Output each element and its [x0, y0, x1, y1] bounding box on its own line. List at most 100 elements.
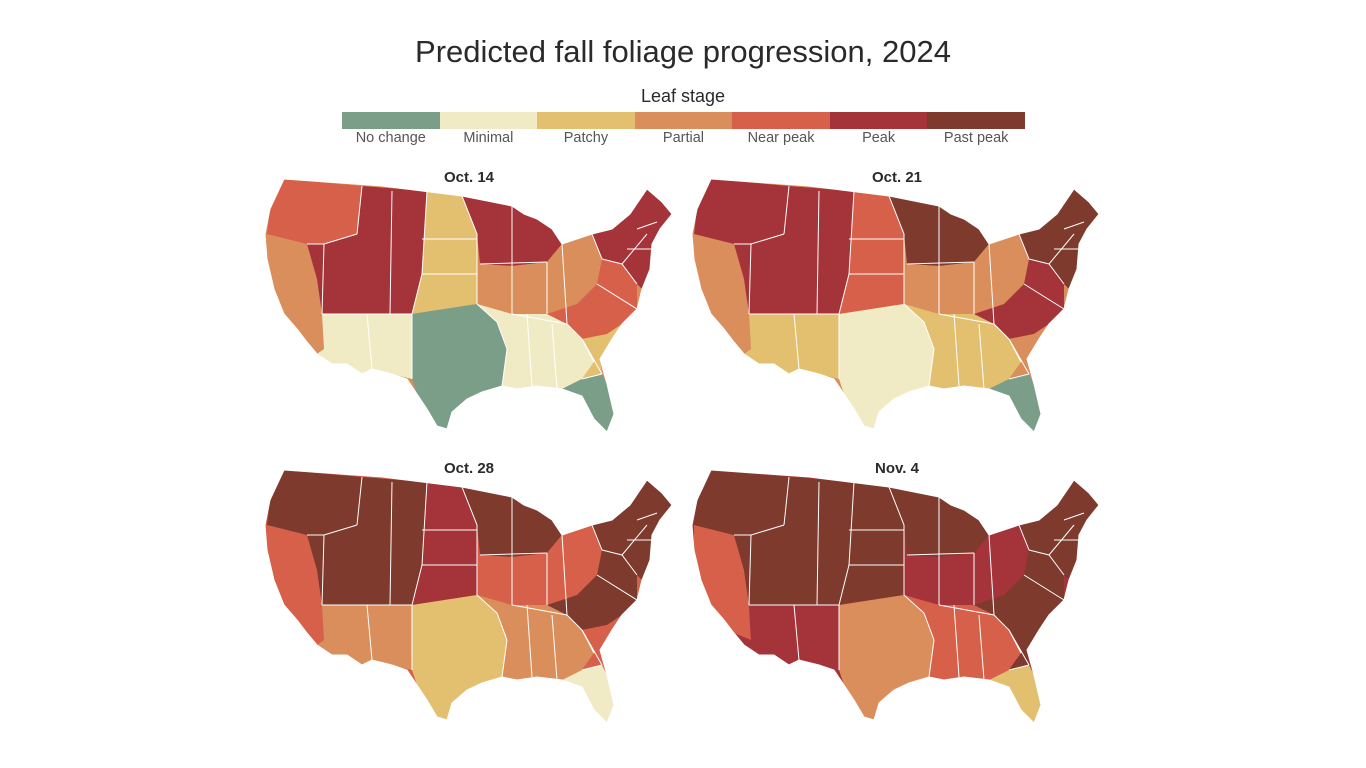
state-border: [906, 552, 975, 556]
region-south: [904, 595, 1021, 680]
region-florida: [562, 665, 614, 723]
state-border: [356, 476, 363, 526]
legend-label: No change: [355, 130, 426, 146]
panel-title-oct-21: Oct. 21: [871, 169, 923, 186]
state-border: [1063, 221, 1085, 230]
region-appalachia: [974, 550, 1064, 630]
region-south: [477, 304, 594, 389]
state-border: [1023, 283, 1065, 310]
state-border: [1008, 338, 1030, 375]
legend-title: Leaf stage: [640, 86, 726, 106]
region-texas: [839, 595, 934, 720]
legend-label: Near peak: [747, 130, 815, 146]
region-south: [904, 304, 1021, 389]
state-border: [591, 233, 603, 260]
region-southeast: [582, 615, 622, 670]
region-plains: [839, 482, 904, 605]
legend-item-patchy: Patchy: [537, 112, 635, 146]
state-border: [1008, 664, 1030, 671]
region-west: [694, 234, 751, 349]
region-rockies: [734, 477, 854, 605]
region-midwest: [477, 234, 602, 314]
state-border: [1023, 574, 1065, 601]
state-border: [636, 512, 658, 521]
us-outline: [691, 469, 1100, 724]
state-border: [734, 233, 785, 245]
region-southwest: [744, 314, 839, 379]
state-border: [888, 486, 905, 595]
region-plains: [412, 482, 477, 605]
region-midwest: [904, 525, 1029, 605]
state-border: [551, 323, 558, 390]
state-border: [596, 574, 638, 601]
legend-swatch: [634, 112, 733, 129]
region-northeast: [592, 189, 672, 289]
region-southeast: [1009, 615, 1049, 670]
state-border: [1008, 373, 1030, 380]
state-border: [591, 524, 603, 551]
region-midwest: [904, 234, 1029, 314]
state-border: [783, 185, 790, 235]
legend: No change Minimal Patchy Partial Near pe…: [342, 112, 1025, 146]
region-midwest: [477, 525, 602, 605]
state-border: [978, 614, 985, 681]
state-border: [581, 338, 603, 375]
region-northwest: [267, 179, 362, 244]
state-border: [988, 534, 995, 616]
legend-label: Peak: [862, 130, 896, 146]
region-west: [267, 234, 324, 349]
state-border: [988, 243, 995, 325]
region-texas: [412, 304, 507, 429]
state-border: [561, 534, 568, 616]
legend-swatch: [829, 112, 928, 129]
state-border: [479, 552, 548, 556]
region-appalachia: [547, 259, 637, 339]
legend-swatch: [342, 112, 440, 129]
state-border: [1008, 629, 1030, 666]
legend-swatch: [927, 112, 1025, 129]
region-west: [267, 525, 324, 640]
legend-label: Minimal: [463, 130, 514, 146]
state-border: [596, 283, 638, 310]
legend-item-partial: Partial: [634, 112, 733, 146]
state-border: [581, 664, 603, 671]
state-border: [1063, 512, 1085, 521]
us-map-nov-4: [691, 469, 1100, 724]
state-border: [783, 476, 790, 526]
state-border: [816, 190, 820, 315]
state-border: [1018, 524, 1030, 551]
legend-item-near-peak: Near peak: [732, 112, 830, 146]
legend-swatch: [537, 112, 635, 129]
state-border: [476, 303, 508, 387]
region-southeast: [582, 324, 622, 379]
region-florida: [989, 374, 1041, 432]
state-border: [581, 373, 603, 380]
panel-title-oct-14: Oct. 14: [443, 169, 495, 186]
us-map-oct-28: [264, 469, 673, 724]
region-southwest: [744, 605, 839, 670]
region-southeast: [1009, 324, 1049, 379]
region-northwest: [267, 470, 362, 535]
state-border: [356, 185, 363, 235]
region-southwest: [317, 314, 412, 379]
legend-swatch: [732, 112, 830, 129]
region-rockies: [734, 186, 854, 314]
region-northwest: [694, 179, 789, 244]
state-border: [978, 323, 985, 390]
state-border: [526, 313, 533, 387]
region-rockies: [307, 477, 427, 605]
state-border: [461, 486, 478, 595]
state-border: [816, 481, 820, 606]
legend-label: Partial: [662, 130, 705, 146]
us-outline: [691, 178, 1100, 433]
panel-title-nov-4: Nov. 4: [875, 460, 919, 477]
state-border: [1018, 233, 1030, 260]
region-northeast: [1019, 189, 1099, 289]
region-south: [477, 595, 594, 680]
state-border: [321, 534, 325, 606]
state-border: [461, 195, 478, 304]
state-border: [748, 534, 752, 606]
state-border: [888, 195, 905, 304]
legend-item-peak: Peak: [829, 112, 928, 146]
legend-swatch: [439, 112, 538, 129]
